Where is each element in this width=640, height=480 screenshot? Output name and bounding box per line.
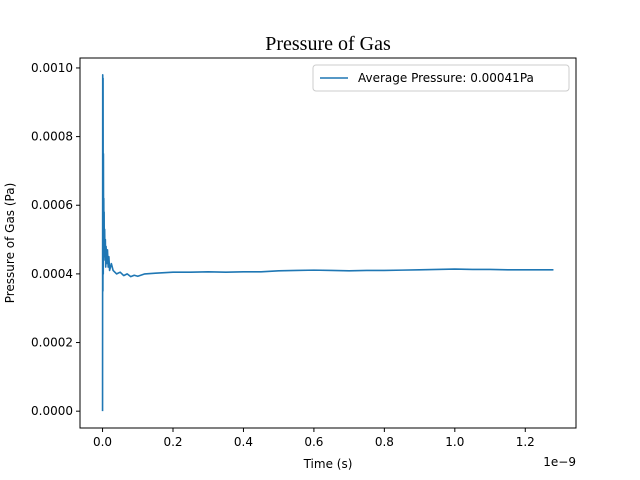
legend-label: Average Pressure: 0.00041Pa bbox=[358, 71, 534, 85]
x-tick-label: 0.8 bbox=[375, 435, 394, 449]
x-axis-ticks: 0.0 0.2 0.4 0.6 0.8 1.0 1.2 bbox=[93, 428, 535, 449]
x-tick-label: 1.0 bbox=[445, 435, 464, 449]
series-line-average-pressure bbox=[101, 74, 554, 412]
x-tick-label: 0.2 bbox=[163, 435, 182, 449]
y-tick-label: 0.0002 bbox=[31, 336, 73, 350]
y-tick-label: 0.0004 bbox=[31, 267, 73, 281]
legend: Average Pressure: 0.00041Pa bbox=[312, 64, 570, 92]
y-axis-ticks: 0.0000 0.0002 0.0004 0.0006 0.0008 0.0010 bbox=[31, 61, 80, 418]
y-tick-label: 0.0006 bbox=[31, 198, 73, 212]
x-axis-label: Time (s) bbox=[303, 457, 353, 471]
x-tick-label: 0.6 bbox=[304, 435, 323, 449]
x-tick-label: 1.2 bbox=[516, 435, 535, 449]
x-axis-offset-label: 1e−9 bbox=[543, 455, 576, 469]
y-tick-label: 0.0008 bbox=[31, 130, 73, 144]
y-tick-label: 0.0000 bbox=[31, 404, 73, 418]
y-tick-label: 0.0010 bbox=[31, 61, 73, 75]
chart-title: Pressure of Gas bbox=[265, 33, 391, 55]
legend-box bbox=[312, 64, 570, 92]
axes-frame bbox=[79, 57, 577, 429]
y-axis-label: Pressure of Gas (Pa) bbox=[3, 183, 17, 304]
axes-background bbox=[80, 58, 576, 428]
x-tick-label: 0.4 bbox=[234, 435, 253, 449]
x-tick-label: 0.0 bbox=[93, 435, 112, 449]
plot-area bbox=[79, 57, 577, 429]
